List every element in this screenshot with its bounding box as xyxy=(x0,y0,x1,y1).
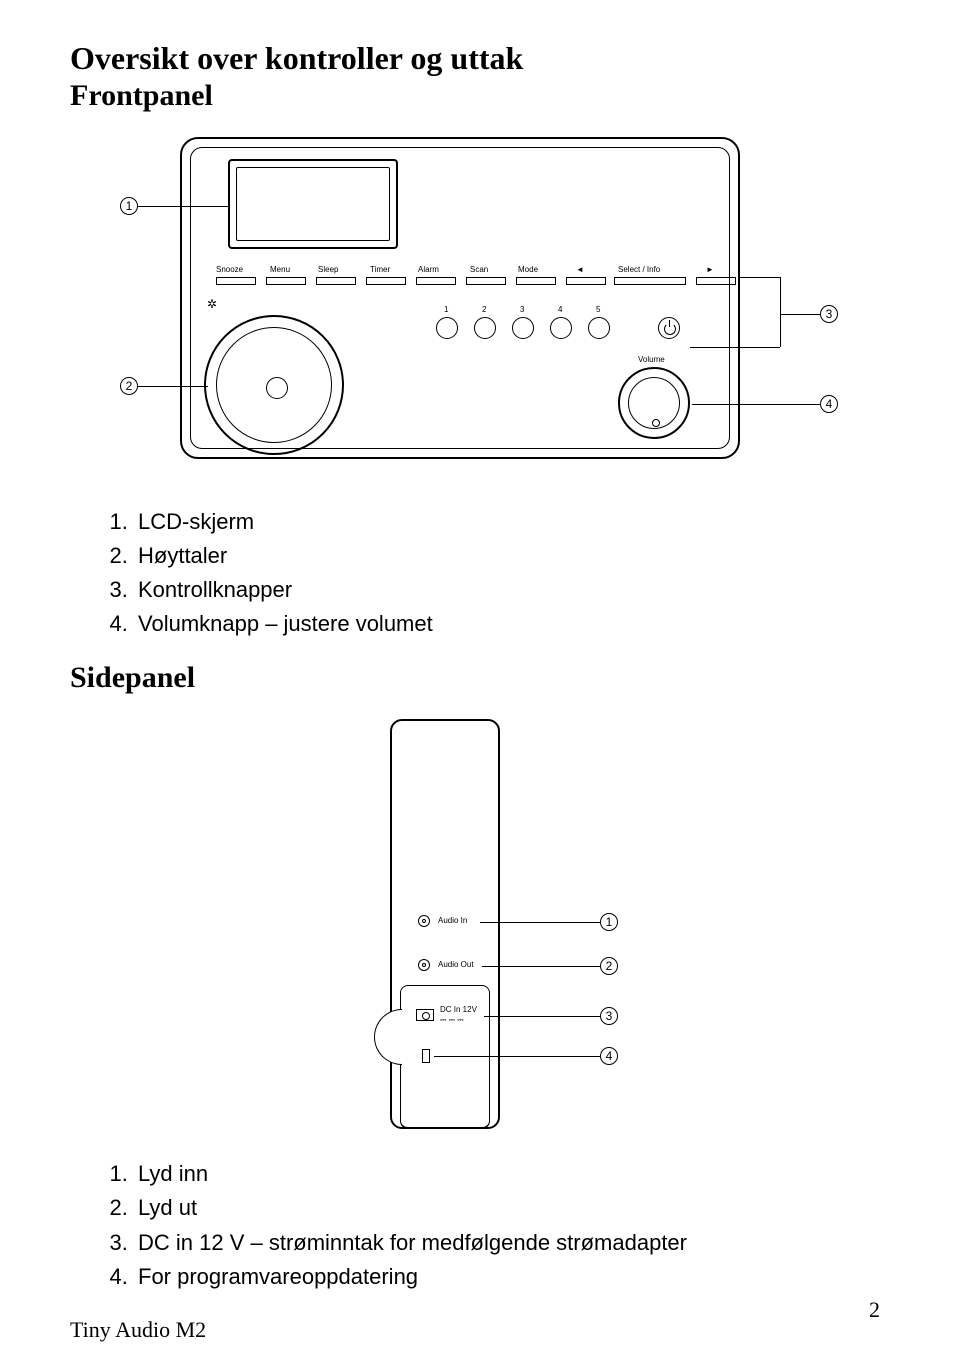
button-label: ◄ xyxy=(576,265,584,274)
callout-2: 2 xyxy=(120,377,138,395)
list-item: Lyd inn xyxy=(134,1157,890,1191)
dc-label-2: ⎓ ⎓ ⎓ xyxy=(440,1015,464,1025)
preset-label: 3 xyxy=(520,305,524,314)
callout-3: 3 xyxy=(820,305,838,323)
preset-label: 2 xyxy=(482,305,486,314)
button-label: Menu xyxy=(270,265,290,274)
callout-1: 1 xyxy=(120,197,138,215)
volume-knob xyxy=(618,367,690,439)
button-label: Timer xyxy=(370,265,390,274)
sidepanel-heading: Sidepanel xyxy=(70,661,890,695)
dc-label-1: DC In 12V xyxy=(440,1005,477,1014)
side-callout-3: 3 xyxy=(600,1007,618,1025)
list-item: Kontrollknapper xyxy=(134,573,890,607)
audio-in-label: Audio In xyxy=(438,916,467,925)
side-callout-2: 2 xyxy=(600,957,618,975)
list-item: DC in 12 V – strøminntak for medfølgende… xyxy=(134,1226,890,1260)
list-item: Lyd ut xyxy=(134,1191,890,1225)
frontpanel-heading: Frontpanel xyxy=(70,79,890,113)
frontpanel-diagram: Snooze Menu Sleep Timer Alarm Scan Mode … xyxy=(90,127,870,487)
front-item-list: LCD-skjerm Høyttaler Kontrollknapper Vol… xyxy=(110,505,890,641)
list-item: Høyttaler xyxy=(134,539,890,573)
callout-4: 4 xyxy=(820,395,838,413)
button-label: Select / Info xyxy=(618,265,660,274)
preset-label: 1 xyxy=(444,305,448,314)
side-item-list: Lyd inn Lyd ut DC in 12 V – strøminntak … xyxy=(110,1157,890,1293)
speaker-side-icon xyxy=(374,1009,402,1065)
button-label: Sleep xyxy=(318,265,338,274)
dc-port xyxy=(416,1009,434,1021)
list-item: For programvareoppdatering xyxy=(134,1260,890,1294)
preset-label: 5 xyxy=(596,305,600,314)
preset-label: 4 xyxy=(558,305,562,314)
button-bar xyxy=(216,277,726,291)
audio-out-label: Audio Out xyxy=(438,960,474,969)
update-port xyxy=(422,1049,430,1063)
list-item: Volumknapp – justere volumet xyxy=(134,607,890,641)
page-title: Oversikt over kontroller og uttak xyxy=(70,40,890,77)
page-number: 2 xyxy=(869,1297,880,1323)
button-label: ► xyxy=(706,265,714,274)
brightness-icon: ✲ xyxy=(207,297,217,311)
side-callout-4: 4 xyxy=(600,1047,618,1065)
footer-product: Tiny Audio M2 xyxy=(70,1317,206,1343)
button-label: Snooze xyxy=(216,265,243,274)
button-label: Scan xyxy=(470,265,488,274)
list-item: LCD-skjerm xyxy=(134,505,890,539)
side-callout-1: 1 xyxy=(600,913,618,931)
volume-label: Volume xyxy=(638,355,665,364)
button-label: Mode xyxy=(518,265,538,274)
power-icon xyxy=(658,317,680,339)
button-label: Alarm xyxy=(418,265,439,274)
sidepanel-diagram: Audio In Audio Out DC In 12V ⎓ ⎓ ⎓ 1 2 3… xyxy=(270,709,690,1139)
